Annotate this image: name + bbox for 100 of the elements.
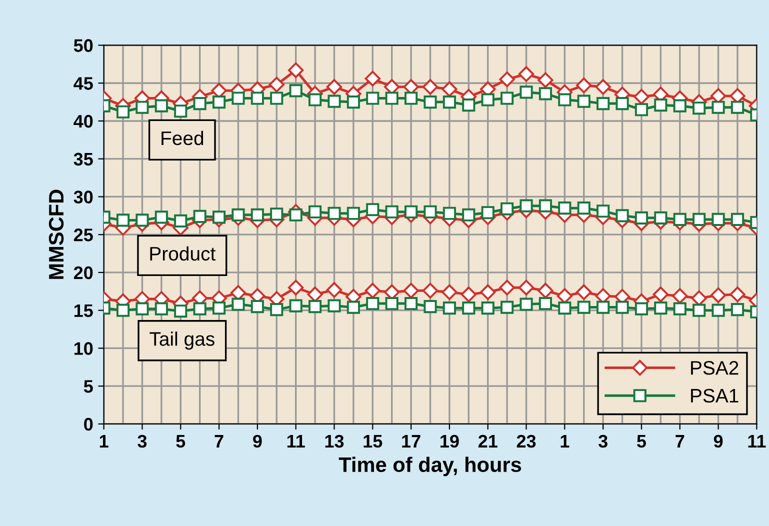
point [730,212,744,226]
point [634,302,648,316]
y-axis-title: MMSCFD [48,190,64,279]
point [558,302,572,315]
point [616,300,629,314]
point [692,304,706,317]
point [616,209,629,222]
point [136,100,149,114]
point [422,282,438,298]
point [672,288,688,304]
point [193,302,206,316]
point [730,303,744,316]
y-tick-label: 0 [84,418,93,431]
point [481,206,494,220]
point [366,296,380,310]
point [460,286,477,302]
point [520,298,533,311]
point [481,302,494,315]
point [403,282,419,298]
point [558,202,572,215]
annotation: Tail gas [150,332,214,350]
point [116,214,130,227]
x-tick-label: 19 [440,434,459,448]
legend-label: PSA1 [691,388,738,403]
y-tick-label: 15 [74,304,93,318]
point [654,98,668,112]
point [154,302,168,316]
point [730,100,744,114]
point [193,97,206,110]
point [385,92,398,105]
point [268,76,284,92]
point [289,208,302,222]
point [576,284,592,300]
point [712,212,725,226]
point [250,208,264,222]
point [480,284,496,300]
point [328,206,341,220]
point [136,214,149,227]
point [712,304,725,317]
point [577,202,590,215]
point [442,96,456,109]
point [346,300,360,314]
x-tick-label: 3 [598,434,608,448]
point [710,287,726,304]
x-tick-label: 1 [560,435,570,448]
point [462,98,476,112]
point [518,280,534,296]
point [154,99,168,112]
point [326,79,342,95]
point [692,212,706,226]
point [308,93,322,106]
point [288,280,304,296]
point [520,86,533,99]
point [154,210,168,224]
y-tick-label: 50 [74,39,93,52]
point [424,96,437,109]
point [232,92,245,105]
point [422,79,438,95]
point [442,206,456,220]
point [232,298,245,311]
point [442,302,456,315]
point [652,286,669,302]
point [730,286,746,302]
point [577,94,590,108]
point [174,304,188,318]
point [193,210,206,223]
point [558,93,572,106]
x-tick-label: 7 [676,435,684,448]
point [364,70,380,86]
point [654,302,668,315]
point [538,199,552,212]
point [654,211,668,224]
x-tick-label: 1 [100,435,108,448]
point [212,210,226,224]
point [499,280,515,296]
x-tick-label: 5 [176,435,186,448]
point [442,81,458,98]
point [174,214,188,228]
point [424,300,437,314]
x-tick-label: 23 [516,434,536,448]
point [596,204,610,218]
point [616,97,629,110]
point [385,296,398,310]
point [518,66,534,82]
x-tick-label: 5 [637,435,646,448]
x-tick-label: 11 [287,435,305,448]
y-tick-label: 10 [74,342,93,355]
point [385,205,398,218]
point [673,99,686,112]
point [712,100,725,114]
x-tick-label: 17 [402,435,420,448]
point [673,212,686,226]
point [289,299,302,312]
point [520,199,533,212]
point [212,302,226,315]
point [404,296,418,310]
point [481,93,494,106]
point [250,300,264,314]
point [462,302,476,315]
point [596,97,610,110]
